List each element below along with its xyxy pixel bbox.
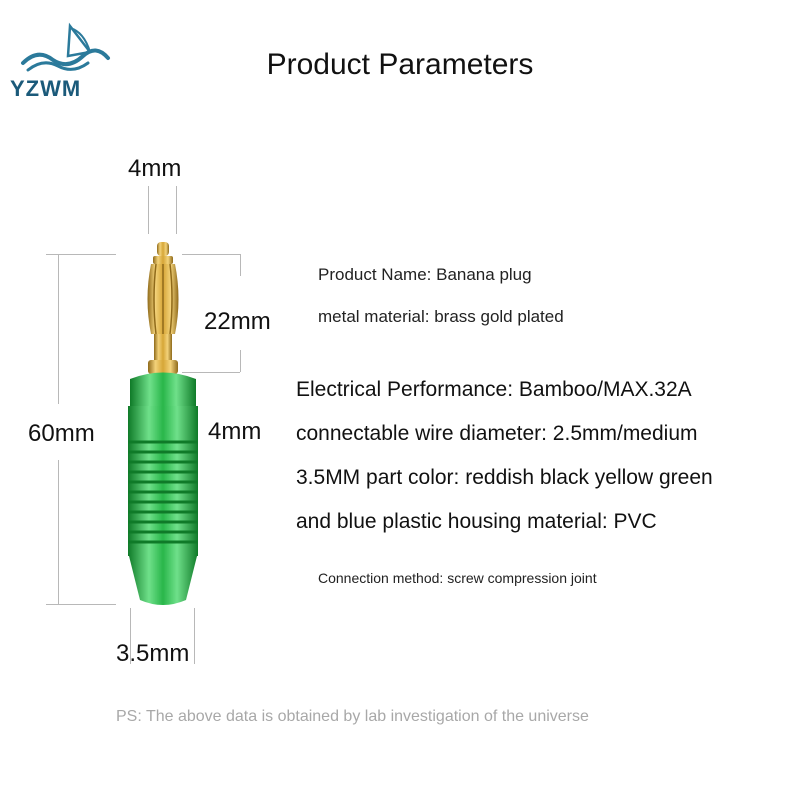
spec-connection: Connection method: screw compression joi… <box>318 568 597 589</box>
guide-line <box>46 604 116 605</box>
guide-line <box>58 254 59 404</box>
guide-line <box>240 254 241 276</box>
spec-line: Electrical Performance: Bamboo/MAX.32A <box>296 368 776 412</box>
dim-base-dia: 3.5mm <box>116 640 189 668</box>
dim-tip-length: 22mm <box>204 308 271 336</box>
spec-line: connectable wire diameter: 2.5mm/medium <box>296 412 776 456</box>
spec-line: 3.5MM part color: reddish black yellow g… <box>296 456 776 500</box>
dim-hole-dia: 4mm <box>208 418 261 446</box>
guide-line <box>194 608 195 664</box>
guide-line <box>58 460 59 604</box>
guide-line <box>148 186 149 234</box>
footnote: PS: The above data is obtained by lab in… <box>116 708 589 726</box>
banana-plug-illustration <box>108 234 218 614</box>
spec-line: and blue plastic housing material: PVC <box>296 500 776 544</box>
guide-line <box>240 350 241 372</box>
guide-line <box>46 254 116 255</box>
spec-body: Electrical Performance: Bamboo/MAX.32A c… <box>296 368 776 544</box>
page-title: Product Parameters <box>0 48 800 82</box>
spec-product-name: Product Name: Banana plug <box>318 262 532 288</box>
dim-total-length: 60mm <box>28 420 95 448</box>
spec-material: metal material: brass gold plated <box>318 304 564 330</box>
guide-line <box>176 186 177 234</box>
dim-top-width: 4mm <box>128 155 181 183</box>
